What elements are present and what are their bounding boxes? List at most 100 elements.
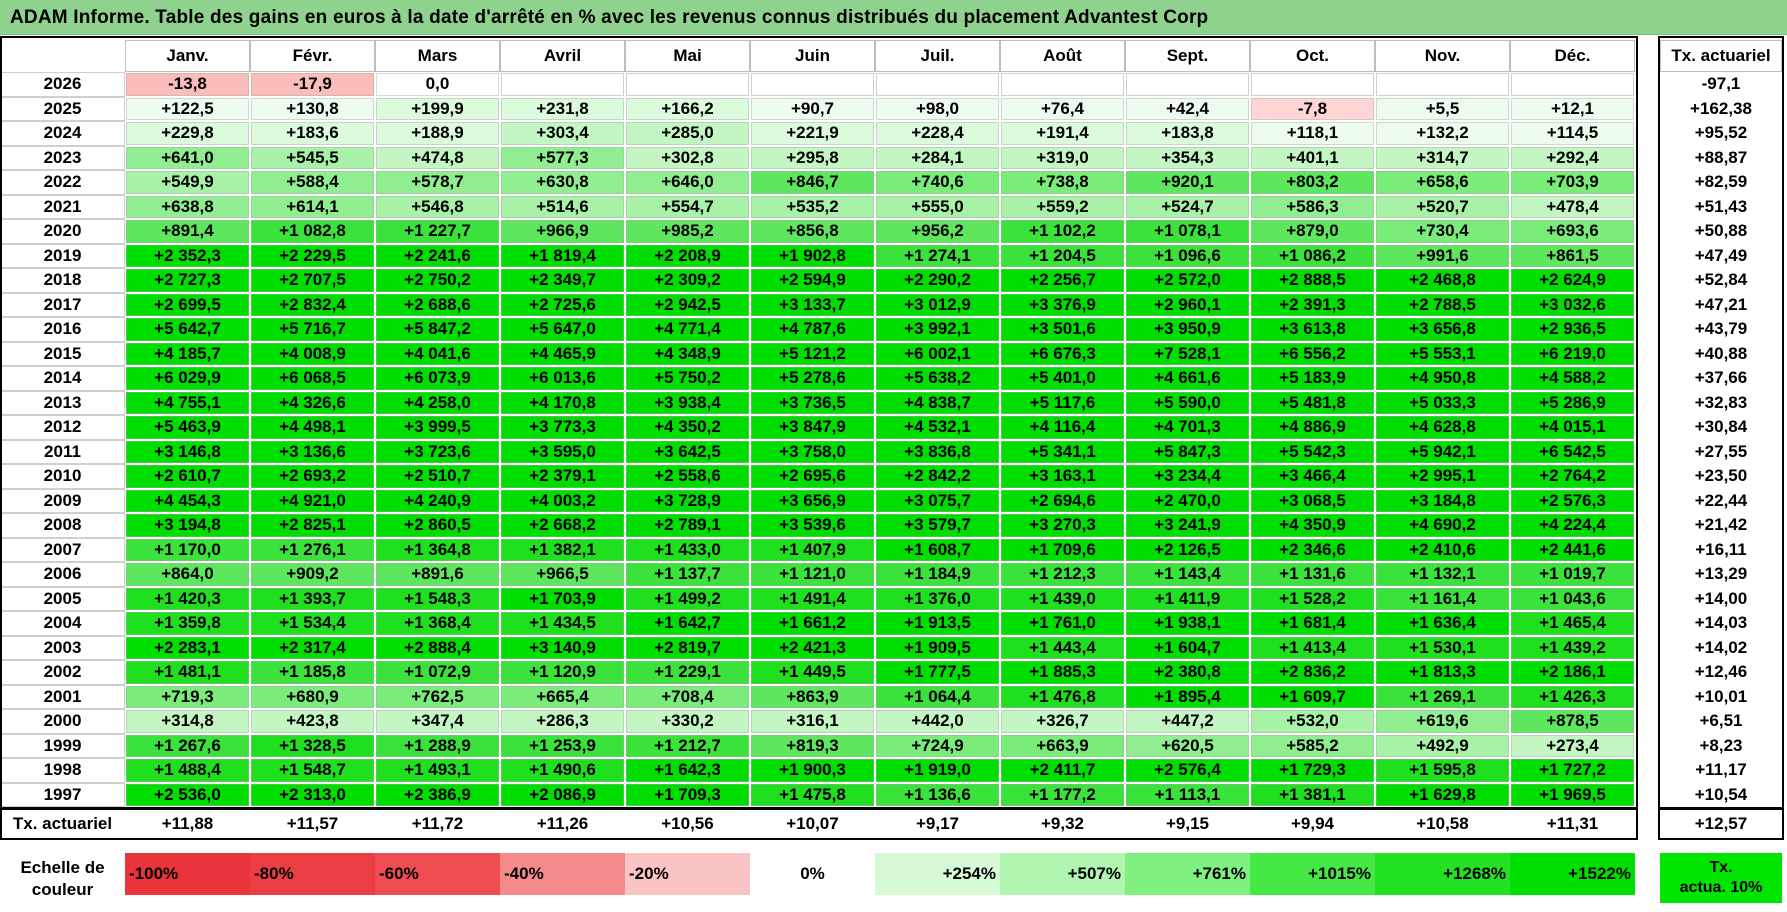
table-cell: +641,0 [125,145,250,170]
table-cell: +1 709,6 [1000,537,1125,562]
tx-header: Tx. actuariel [1660,40,1782,72]
year-label: 2025 [0,96,125,121]
table-cell: +2 421,3 [750,635,875,660]
table-cell: +478,4 [1510,194,1635,219]
table-cell: +3 613,8 [1250,317,1375,342]
month-header-3: Avril [500,40,625,72]
scale-label-line1: Echelle de [20,858,105,877]
table-cell: +3 950,9 [1125,317,1250,342]
table-cell: +4 771,4 [625,317,750,342]
table-cell: +1 121,0 [750,562,875,587]
table-cell [1000,72,1125,97]
table-cell: +1 642,7 [625,611,750,636]
table-cell: +1 364,8 [375,537,500,562]
table-cell: +1 411,9 [1125,586,1250,611]
table-cell: +3 012,9 [875,292,1000,317]
table-cell: +3 032,6 [1510,292,1635,317]
month-header-10: Nov. [1375,40,1510,72]
table-cell: +4 950,8 [1375,366,1510,391]
scale-swatch: +761% [1125,853,1250,895]
table-cell: +5 847,3 [1125,439,1250,464]
table-cell: +2 688,6 [375,292,500,317]
table-cell: +2 594,9 [750,268,875,293]
row-tx-value: +13,29 [1660,562,1782,587]
row-tx-value: +47,21 [1660,292,1782,317]
table-cell: +3 234,4 [1125,464,1250,489]
table-cell: +909,2 [250,562,375,587]
table-cell: +619,6 [1375,709,1510,734]
table-cell: +2 470,0 [1125,488,1250,513]
table-cell: +2 536,0 [125,782,250,807]
table-cell: +966,9 [500,219,625,244]
table-cell: +1 359,8 [125,611,250,636]
table-cell: +231,8 [500,96,625,121]
table-cell: 0,0 [375,72,500,97]
scale-swatch: -80% [250,853,375,895]
table-cell: +2 283,1 [125,635,250,660]
table-cell: +2 819,7 [625,635,750,660]
table-cell: +588,4 [250,170,375,195]
year-label: 2017 [0,292,125,317]
table-cell: +2 317,4 [250,635,375,660]
table-cell: +442,0 [875,709,1000,734]
table-cell: +1 276,1 [250,537,375,562]
table-cell: +1 393,7 [250,586,375,611]
table-cell: +4 532,1 [875,415,1000,440]
table-cell: +2 750,2 [375,268,500,293]
table-cell: +3 728,9 [625,488,750,513]
footer-tx-value: +12,57 [1660,809,1782,839]
table-cell: +2 788,5 [1375,292,1510,317]
table-cell: +2 380,8 [1125,660,1250,685]
table-cell: +2 379,1 [500,464,625,489]
year-label: 2016 [0,317,125,342]
scale-swatch: +1268% [1375,853,1510,895]
table-cell: +1 184,9 [875,562,1000,587]
table-cell: +183,6 [250,121,375,146]
table-cell: +1 064,4 [875,684,1000,709]
table-cell: +1 407,9 [750,537,875,562]
table-cell: +3 194,8 [125,513,250,538]
table-cell: +1 177,2 [1000,782,1125,807]
table-cell: +1 642,3 [625,758,750,783]
table-cell: +5 590,0 [1125,390,1250,415]
table-cell: +6 542,5 [1510,439,1635,464]
table-cell: +1 212,3 [1000,562,1125,587]
table-cell: +646,0 [625,170,750,195]
month-header-1: Févr. [250,40,375,72]
table-cell: +2 707,5 [250,268,375,293]
table-cell: +5 847,2 [375,317,500,342]
table-cell: +1 476,8 [1000,684,1125,709]
table-cell: +492,9 [1375,733,1510,758]
year-label: 2003 [0,635,125,660]
table-cell: +4 350,2 [625,415,750,440]
table-cell: +5 183,9 [1250,366,1375,391]
table-cell: +1 938,1 [1125,611,1250,636]
table-cell: +846,7 [750,170,875,195]
footer-value: +9,17 [875,809,1000,839]
table-cell: +3 133,7 [750,292,875,317]
table-cell: +514,6 [500,194,625,219]
table-cell: +2 764,2 [1510,464,1635,489]
table-cell: +1 530,1 [1375,635,1510,660]
row-tx-value: +30,84 [1660,415,1782,440]
table-cell: +2 510,7 [375,464,500,489]
table-cell: +90,7 [750,96,875,121]
table-cell: +2 936,5 [1510,317,1635,342]
table-cell: +1 439,0 [1000,586,1125,611]
table-cell: +730,4 [1375,219,1510,244]
table-cell: +4 350,9 [1250,513,1375,538]
table-cell: +638,8 [125,194,250,219]
table-cell: +1 534,4 [250,611,375,636]
table-cell: +2 208,9 [625,243,750,268]
table-cell: +1 082,8 [250,219,375,244]
table-cell: +2 441,6 [1510,537,1635,562]
table-cell: +545,5 [250,145,375,170]
table-cell: +5 642,7 [125,317,250,342]
table-cell: +1 595,8 [1375,758,1510,783]
year-label: 2014 [0,366,125,391]
year-label: 2018 [0,268,125,293]
table-cell: +4 755,1 [125,390,250,415]
table-cell: +554,7 [625,194,750,219]
table-cell: +2 572,0 [1125,268,1250,293]
table-cell: +7 528,1 [1125,341,1250,366]
